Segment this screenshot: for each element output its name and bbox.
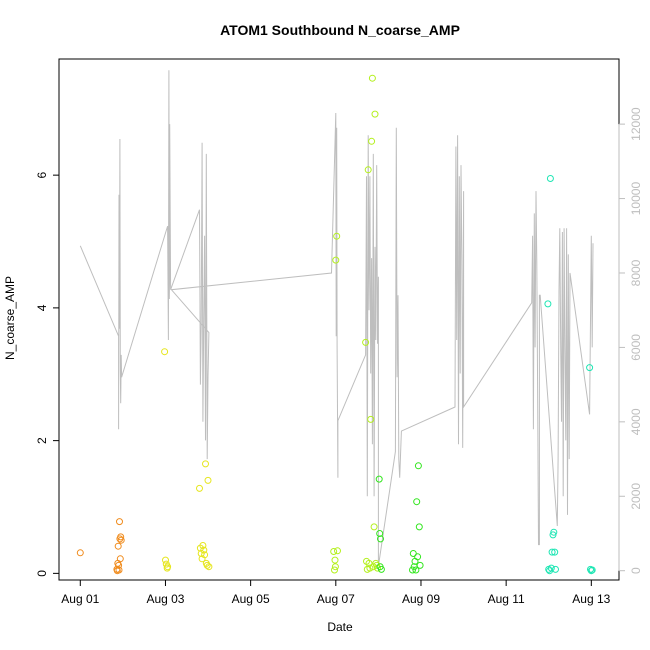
data-point-2-4 xyxy=(332,256,340,264)
data-point-1-15 xyxy=(204,476,212,484)
series-line-group xyxy=(79,70,594,567)
axes-group: Aug 01 Aug 03 Aug 05 Aug 07 Aug 09 Aug 11 Aug … xyxy=(35,58,643,606)
data-point-2-6 xyxy=(334,547,341,555)
x-tick-label-2: Aug 05 xyxy=(232,592,270,606)
data-point-4-10 xyxy=(586,364,594,372)
y-tick-label-3: 6 xyxy=(35,171,49,178)
data-point-0-7 xyxy=(116,518,123,526)
y-axis-label: N_coarse_AMP xyxy=(3,276,17,360)
data-point-2-5 xyxy=(333,232,341,240)
data-point-4-5 xyxy=(548,548,556,556)
data-point-2-14 xyxy=(368,137,376,145)
data-point-3-9 xyxy=(412,566,420,574)
data-point-3-10 xyxy=(413,498,421,506)
data-point-4-0 xyxy=(544,300,552,308)
data-point-0-6 xyxy=(115,566,123,574)
series-points-group xyxy=(76,74,596,575)
data-point-1-12 xyxy=(202,460,209,468)
data-point-2-17 xyxy=(370,523,378,531)
data-point-0-9 xyxy=(116,555,124,563)
data-point-0-10 xyxy=(117,533,125,541)
data-point-3-11 xyxy=(414,553,422,561)
data-point-4-4 xyxy=(547,564,555,572)
y2-tick-label-4: 8000 xyxy=(629,259,643,286)
data-point-4-13 xyxy=(588,566,596,574)
y2-tick-label-0: 0 xyxy=(629,567,643,574)
x-tick-label-1: Aug 03 xyxy=(146,592,184,606)
data-point-2-12 xyxy=(366,564,374,572)
data-point-4-7 xyxy=(550,528,558,536)
x-tick-label-3: Aug 07 xyxy=(317,592,355,606)
data-point-3-14 xyxy=(416,561,424,569)
data-point-0-11 xyxy=(117,536,125,544)
data-point-2-11 xyxy=(365,559,373,567)
data-point-1-10 xyxy=(200,546,208,554)
y2-tick-label-1: 2000 xyxy=(629,483,643,510)
y-tick-label-0: 0 xyxy=(35,570,49,577)
y2-tick-label-5: 10000 xyxy=(629,182,643,216)
data-point-3-1 xyxy=(376,530,384,537)
data-point-2-18 xyxy=(371,110,379,118)
data-point-1-0 xyxy=(161,348,169,356)
x-tick-label-5: Aug 11 xyxy=(488,592,525,606)
data-point-1-14 xyxy=(203,561,211,569)
data-point-2-13 xyxy=(367,415,375,423)
chart-title: ATOM1 Southbound N_coarse_AMP xyxy=(220,22,460,38)
data-point-2-0 xyxy=(330,548,338,555)
data-point-0-4 xyxy=(114,542,122,550)
data-point-1-5 xyxy=(196,484,203,492)
data-point-1-1 xyxy=(162,556,169,564)
data-point-1-16 xyxy=(205,563,213,571)
data-point-4-9 xyxy=(552,565,559,573)
data-point-4-8 xyxy=(551,548,559,556)
data-point-3-6 xyxy=(409,550,417,557)
data-point-4-3 xyxy=(546,175,554,182)
y-tick-label-1: 2 xyxy=(35,437,49,444)
y2-tick-label-3: 6000 xyxy=(629,334,643,361)
y2-tick-label-6: 12000 xyxy=(629,107,643,141)
data-point-3-13 xyxy=(415,523,423,531)
data-point-1-4 xyxy=(164,563,172,571)
y-tick-label-2: 4 xyxy=(35,304,49,311)
data-point-2-1 xyxy=(331,566,338,574)
data-point-2-3 xyxy=(331,563,339,571)
secondary-series-line xyxy=(79,70,594,567)
data-point-4-12 xyxy=(587,567,595,575)
data-point-0-0 xyxy=(76,549,84,557)
data-point-3-4 xyxy=(377,565,385,573)
data-point-3-3 xyxy=(377,535,384,543)
data-point-2-2 xyxy=(331,556,339,564)
y2-tick-label-2: 4000 xyxy=(629,408,643,435)
data-point-1-11 xyxy=(201,551,209,559)
data-point-3-12 xyxy=(414,462,422,470)
data-point-0-5 xyxy=(115,561,123,569)
data-point-2-15 xyxy=(368,74,376,82)
x-tick-label-0: Aug 01 xyxy=(61,592,99,606)
data-point-1-9 xyxy=(199,542,207,549)
data-point-2-10 xyxy=(364,166,372,174)
x-tick-label-4: Aug 09 xyxy=(402,592,440,606)
data-point-3-0 xyxy=(375,475,383,483)
x-tick-label-6: Aug 13 xyxy=(572,592,610,606)
data-point-3-5 xyxy=(409,566,416,574)
data-point-2-7 xyxy=(362,338,370,346)
x-axis-label: Date xyxy=(327,620,353,634)
